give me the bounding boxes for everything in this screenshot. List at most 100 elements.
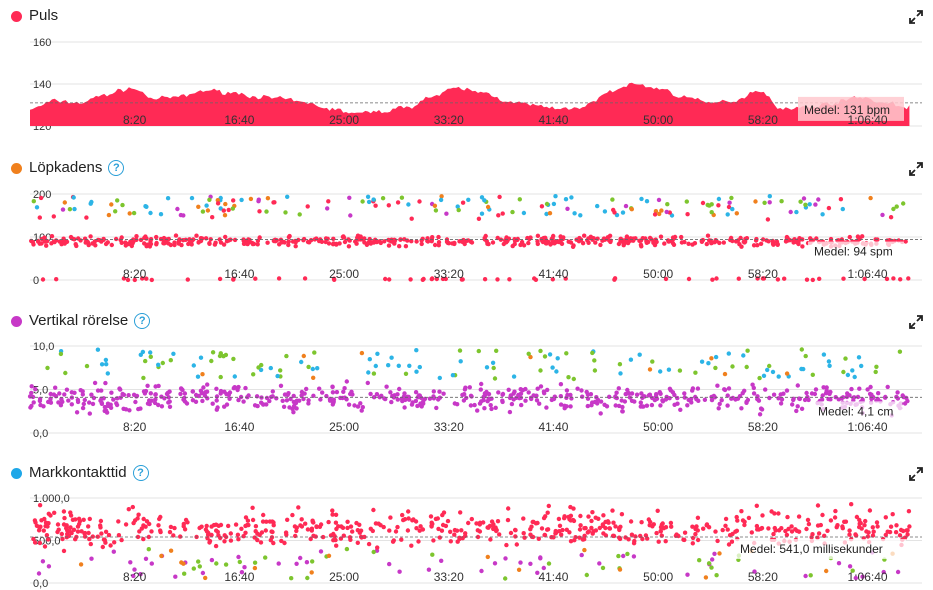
data-point (231, 356, 236, 362)
data-point (754, 503, 759, 508)
help-icon[interactable]: ? (134, 313, 151, 329)
data-point (860, 574, 865, 579)
data-point (717, 401, 722, 407)
data-point (611, 533, 617, 539)
data-point (71, 195, 76, 200)
data-point (251, 372, 256, 377)
data-point (695, 386, 701, 391)
chart-title-text: Löpkadens (29, 159, 103, 176)
help-icon[interactable]: ? (108, 160, 125, 176)
data-point (228, 538, 234, 543)
data-point (346, 402, 352, 407)
data-point (171, 351, 176, 356)
data-point (123, 522, 129, 527)
data-point (455, 539, 460, 544)
data-point (359, 350, 365, 356)
data-point (575, 386, 580, 391)
data-point (111, 549, 117, 554)
data-point (236, 397, 241, 403)
data-point (484, 389, 489, 395)
data-point (405, 528, 411, 533)
data-point (564, 351, 569, 356)
data-point (302, 276, 308, 281)
data-point (293, 533, 298, 539)
data-point (477, 529, 483, 534)
data-point (437, 375, 442, 381)
data-point (746, 515, 752, 521)
data-point (671, 242, 677, 247)
data-point (86, 524, 91, 529)
data-point (595, 236, 600, 241)
data-point (166, 395, 171, 400)
data-point (537, 401, 542, 406)
data-point (196, 204, 201, 209)
data-point (616, 553, 621, 559)
data-point (366, 370, 371, 375)
data-point (125, 277, 131, 283)
expand-icon[interactable] (909, 162, 923, 176)
data-point (488, 403, 493, 408)
data-point (278, 368, 283, 373)
help-icon[interactable]: ? (132, 465, 149, 481)
data-point (414, 348, 419, 353)
puls-area (30, 82, 910, 126)
data-point (564, 527, 569, 532)
data-point (701, 526, 706, 531)
data-point (847, 234, 852, 240)
data-point (149, 529, 154, 534)
x-tick-label: 50:00 (643, 420, 673, 434)
data-point (406, 202, 411, 207)
data-point (566, 514, 571, 520)
data-point (32, 540, 38, 545)
data-point (52, 510, 57, 515)
data-point (37, 525, 42, 531)
data-point (682, 530, 688, 535)
data-point (617, 527, 622, 533)
data-point (80, 392, 86, 397)
data-point (554, 369, 559, 374)
data-point (781, 391, 786, 396)
data-point (867, 508, 873, 513)
data-point (616, 241, 622, 247)
data-point (627, 395, 633, 400)
data-point (407, 363, 412, 368)
expand-icon[interactable] (909, 10, 923, 24)
data-point (891, 276, 896, 281)
data-point (652, 212, 658, 217)
data-point (776, 528, 782, 533)
data-point (128, 560, 133, 565)
data-point (623, 391, 628, 397)
expand-icon[interactable] (909, 467, 923, 481)
data-point (448, 529, 453, 534)
data-point (602, 402, 607, 407)
data-point (664, 209, 669, 215)
data-point (870, 525, 875, 530)
data-point (656, 197, 662, 203)
data-point (100, 544, 106, 550)
data-point (87, 400, 92, 405)
data-point (845, 372, 851, 378)
data-point (570, 244, 576, 249)
data-point (868, 384, 873, 390)
data-point (469, 394, 474, 399)
expand-icon[interactable] (909, 315, 923, 329)
data-point (457, 535, 462, 540)
data-point (185, 520, 190, 525)
x-tick-label: 25:00 (329, 420, 359, 434)
data-point (291, 399, 296, 405)
data-point (809, 391, 815, 396)
data-point (296, 237, 301, 243)
data-point (704, 522, 710, 527)
data-point (593, 240, 598, 245)
data-point (656, 539, 661, 544)
data-point (590, 510, 595, 515)
data-point (528, 561, 533, 566)
chart-plot: 2001000Medel: 94 spm8:2016:4025:0033:204… (29, 189, 922, 287)
data-point (51, 214, 56, 219)
data-point (860, 234, 865, 239)
data-point (205, 532, 211, 538)
data-point (751, 243, 757, 248)
data-point (421, 276, 426, 282)
data-point (368, 391, 373, 397)
data-point (148, 354, 153, 359)
